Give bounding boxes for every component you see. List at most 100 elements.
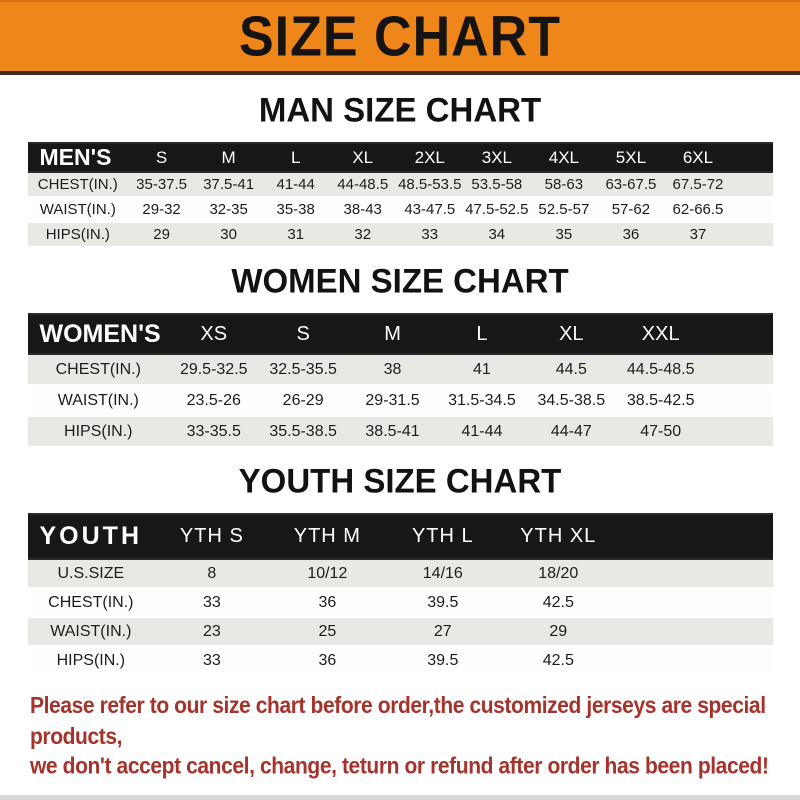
disclaimer-text: Please refer to our size chart before or… [30,691,772,782]
disclaimer-line-2: we don't accept cancel, change, teturn o… [30,754,769,780]
size-column-header: S [128,142,196,173]
value-cell: 52.5-57 [530,198,598,223]
empty-cell [731,198,773,223]
disclaimer-line-1: Please refer to our size chart before or… [30,693,766,749]
value-cell: 44.5-48.5 [616,355,706,386]
value-cell: 38 [347,355,438,386]
row-label-cell: CHEST(IN.) [27,355,170,386]
size-column-header: 2XL [396,142,464,173]
value-cell: 32 [329,223,397,248]
value-cell: 39.5 [385,589,501,618]
value-cell: 35.5-38.5 [258,417,348,448]
table-row: HIPS(IN.) 33-35.5 35.5-38.5 38.5-41 41-44 44-… [27,417,773,448]
value-cell: 42.5 [500,589,617,618]
section-title-women: WOMEN SIZE CHART [231,261,569,300]
table-row: WAIST(IN.) 29-32 32-35 35-38 38-43 43-47.5 47.… [27,198,773,223]
size-column-header: 5XL [597,142,665,173]
value-cell: 29 [500,618,617,647]
size-column-header: M [347,313,438,355]
value-cell: 41 [437,355,527,386]
value-cell: 23 [154,618,270,647]
empty-cell [705,355,773,386]
table-header-row: YOUTH YTH S YTH M YTH L YTH XL [27,513,773,560]
value-cell: 23.5-26 [169,386,259,417]
value-cell: 30 [195,223,263,248]
value-cell: 25 [269,618,386,647]
size-column-header: YTH XL [500,513,617,560]
women-size-table: WOMEN'S XS S M L XL XXL CHEST(IN.) 29.5-32.5 32.5… [27,313,773,448]
table-header-row: MEN'S S M L XL 2XL 3XL 4XL 5XL 6XL [27,142,773,173]
row-label-cell: CHEST(IN.) [27,589,155,618]
section-title-youth: YOUTH SIZE CHART [238,461,562,500]
row-label-cell: CHEST(IN.) [27,173,129,198]
value-cell: 47.5-52.5 [463,198,531,223]
value-cell: 47-50 [616,417,706,448]
table-row: WAIST(IN.) 23 25 27 29 [27,618,773,647]
value-cell: 31 [262,223,330,248]
value-cell: 44-47 [526,417,616,448]
empty-cell [616,647,773,676]
table-corner-label: WOMEN'S [27,313,170,355]
value-cell: 29-32 [128,198,196,223]
empty-header-cell [616,513,773,560]
size-column-header: YTH S [154,513,270,560]
value-cell: 41-44 [437,417,527,448]
size-column-header: YTH M [269,513,386,560]
row-label-cell: WAIST(IN.) [27,386,170,417]
value-cell: 33-35.5 [169,417,259,448]
value-cell: 48.5-53.5 [396,173,464,198]
table-row: HIPS(IN.) 33 36 39.5 42.5 [27,647,773,676]
value-cell: 38.5-42.5 [616,386,706,417]
value-cell: 18/20 [500,560,617,589]
value-cell: 33 [154,589,270,618]
value-cell: 32.5-35.5 [258,355,348,386]
empty-cell [731,223,773,248]
value-cell: 35 [530,223,598,248]
value-cell: 63-67.5 [597,173,665,198]
value-cell: 26-29 [258,386,348,417]
empty-header-cell [705,313,773,355]
row-label-cell: U.S.SIZE [27,560,155,589]
row-label-cell: HIPS(IN.) [27,223,129,248]
row-label-cell: WAIST(IN.) [27,198,129,223]
value-cell: 42.5 [500,647,617,676]
value-cell: 44-48.5 [329,173,397,198]
value-cell: 10/12 [269,560,386,589]
value-cell: 37.5-41 [195,173,263,198]
banner-title: SIZE CHART [239,5,561,68]
table-row: HIPS(IN.) 29 30 31 32 33 34 35 36 37 [27,223,773,248]
size-chart-banner: SIZE CHART [0,0,800,75]
row-label-cell: HIPS(IN.) [27,647,155,676]
value-cell: 34.5-38.5 [526,386,616,417]
value-cell: 57-62 [597,198,665,223]
table-row: CHEST(IN.) 35-37.5 37.5-41 41-44 44-48.5 48.5… [27,173,773,198]
size-column-header: 6XL [664,142,732,173]
size-column-header: S [258,313,348,355]
table-corner-label: MEN'S [27,142,129,173]
table-row: U.S.SIZE 8 10/12 14/16 18/20 [27,560,773,589]
size-column-header: XL [526,313,616,355]
empty-cell [705,386,773,417]
value-cell: 33 [154,647,270,676]
table-row: WAIST(IN.) 23.5-26 26-29 29-31.5 31.5-34.5 34… [27,386,773,417]
value-cell: 33 [396,223,464,248]
value-cell: 32-35 [195,198,263,223]
section-title-men: MAN SIZE CHART [258,90,542,129]
table-header-row: WOMEN'S XS S M L XL XXL [27,313,773,355]
row-label-cell: HIPS(IN.) [27,417,170,448]
value-cell: 67.5-72 [664,173,732,198]
value-cell: 38.5-41 [347,417,438,448]
value-cell: 44.5 [526,355,616,386]
value-cell: 29.5-32.5 [169,355,259,386]
value-cell: 41-44 [262,173,330,198]
value-cell: 62-66.5 [664,198,732,223]
value-cell: 14/16 [385,560,501,589]
empty-cell [616,618,773,647]
value-cell: 29-31.5 [347,386,438,417]
value-cell: 27 [385,618,501,647]
value-cell: 43-47.5 [396,198,464,223]
value-cell: 8 [154,560,270,589]
value-cell: 53.5-58 [463,173,531,198]
size-column-header: L [262,142,330,173]
value-cell: 35-37.5 [128,173,196,198]
